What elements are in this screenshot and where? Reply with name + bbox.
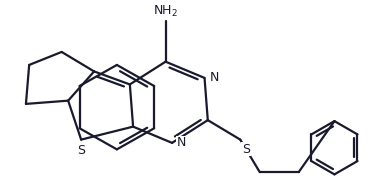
Text: S: S [242,143,250,156]
Text: NH$_2$: NH$_2$ [153,4,178,19]
Text: N: N [177,136,186,149]
Text: S: S [77,145,85,157]
Text: N: N [209,71,219,84]
